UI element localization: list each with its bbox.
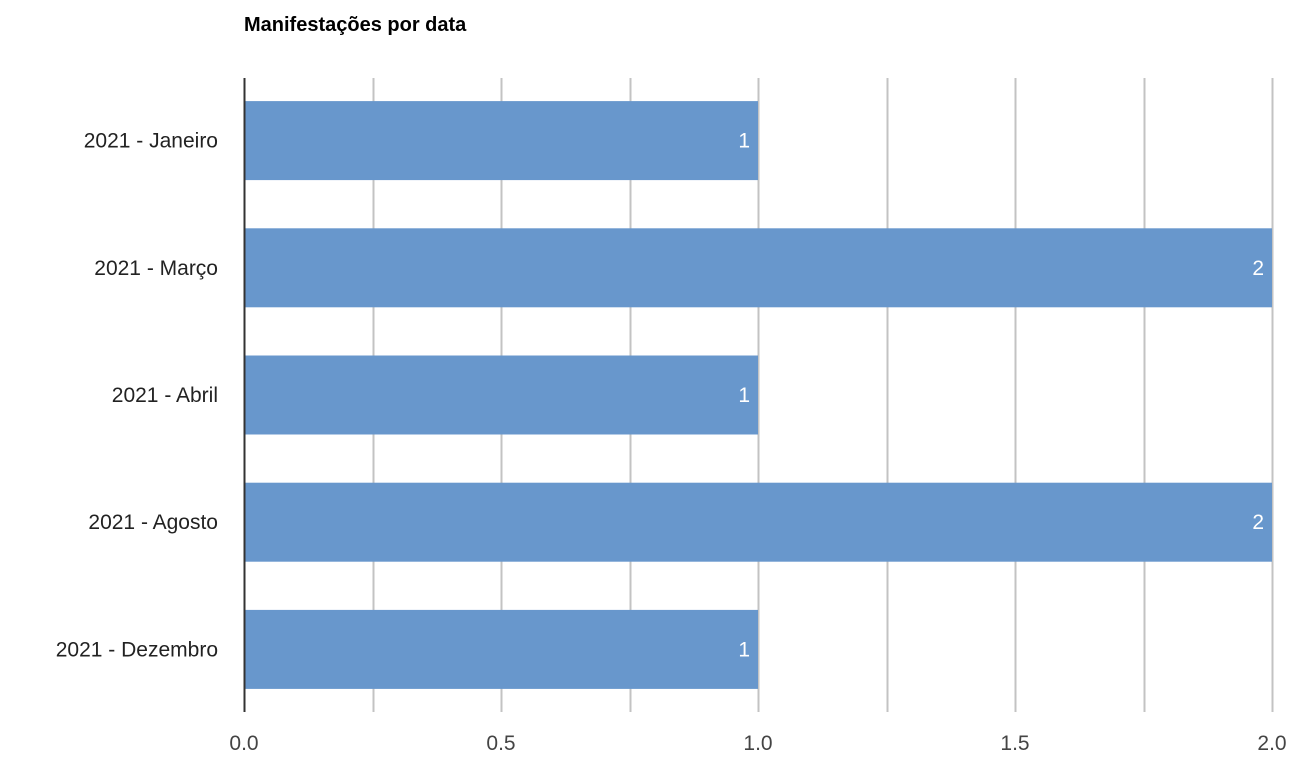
x-tick-label: 2.0	[1257, 732, 1286, 755]
category-labels: 2021 - Janeiro 2021 - Março 2021 - Abril 20…	[56, 130, 218, 662]
category-label: 2021 - Dezembro	[56, 638, 218, 661]
x-tick-label: 0.0	[229, 732, 258, 755]
category-label: 2021 - Abril	[112, 384, 218, 407]
bar[interactable]	[244, 483, 1272, 562]
category-label: 2021 - Janeiro	[84, 130, 218, 153]
data-label: 1	[738, 638, 750, 661]
x-tick-label: 0.5	[486, 732, 515, 755]
x-tick-label: 1.0	[743, 732, 772, 755]
data-label: 2	[1252, 511, 1264, 534]
bar[interactable]	[244, 228, 1272, 307]
x-axis-ticks: 0.0 0.5 1.0 1.5 2.0	[229, 732, 1286, 755]
data-label: 2	[1252, 257, 1264, 280]
bar[interactable]	[244, 101, 758, 180]
data-label: 1	[738, 130, 750, 153]
bar[interactable]	[244, 356, 758, 435]
category-label: 2021 - Agosto	[88, 511, 218, 534]
category-label: 2021 - Março	[94, 257, 218, 280]
chart-title: Manifestações por data	[244, 14, 467, 36]
x-tick-label: 1.5	[1000, 732, 1029, 755]
data-label: 1	[738, 384, 750, 407]
bar[interactable]	[244, 610, 758, 689]
